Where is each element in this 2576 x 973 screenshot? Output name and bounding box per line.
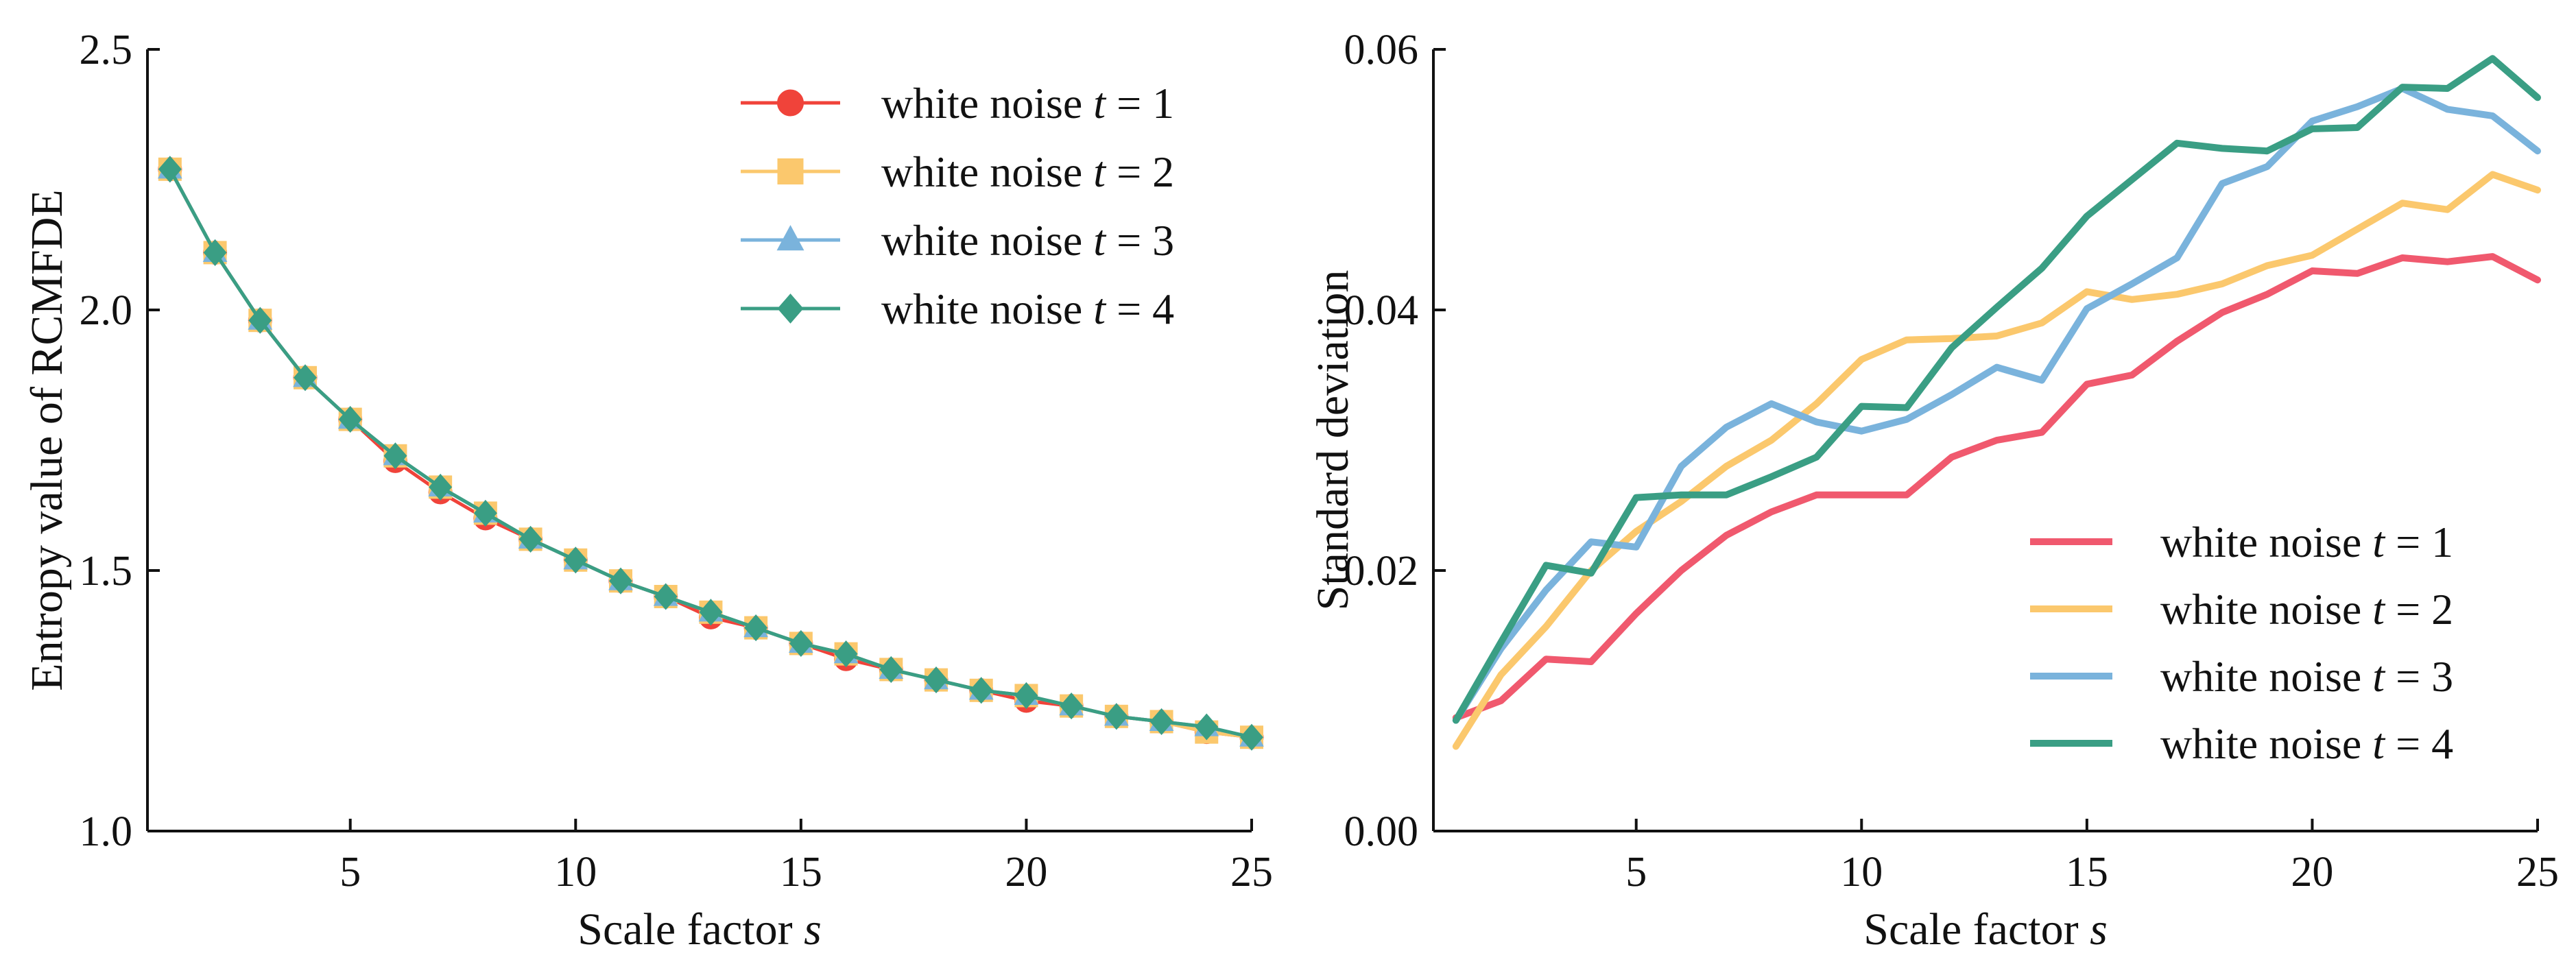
std-deviation-chart: 5 10 15 20 25 0.00 0.02 0.04 0.06 Scale factor s S…	[1308, 27, 2559, 954]
legend-item: white noise t = 3	[741, 216, 1174, 265]
series-4-point	[429, 473, 453, 501]
y-tick-label: 0.00	[1344, 808, 1419, 855]
y-tick-label: 2.0	[80, 287, 133, 334]
legend-item: white noise t = 4	[2030, 719, 2453, 768]
series-2	[1452, 171, 2541, 750]
series-4-point	[609, 567, 632, 594]
series-4-point	[654, 583, 678, 610]
x-tick-label: 15	[780, 849, 822, 896]
series-4-point	[473, 499, 497, 527]
series-4-point	[338, 406, 362, 433]
x-tick-label: 10	[554, 849, 597, 896]
series-3	[1452, 85, 2541, 724]
series-4-point	[789, 629, 813, 657]
y-tick-label: 1.0	[80, 808, 133, 855]
series-2-line	[1452, 171, 2541, 750]
x-tick-label: 25	[1230, 849, 1273, 896]
x-axis-label: Scale factor s	[577, 904, 822, 954]
legend-item: white noise t = 2	[741, 147, 1174, 196]
legend-label: white noise t = 1	[881, 79, 1174, 128]
y-axis-label: Standard deviation	[1308, 270, 1358, 611]
legend-marker	[777, 158, 804, 184]
legend-label: white noise t = 2	[2160, 585, 2453, 634]
series-4-point	[383, 442, 407, 470]
series-4-point	[1149, 708, 1173, 735]
y-tick-label: 0.02	[1344, 548, 1419, 594]
x-tick-label: 10	[1840, 849, 1883, 896]
x-tick-label: 5	[339, 849, 361, 896]
x-tick-label: 20	[2291, 849, 2333, 896]
series-1	[1452, 253, 2541, 721]
legend-label: white noise t = 2	[881, 147, 1174, 196]
series-4-line	[1452, 55, 2541, 724]
legend-label: white noise t = 4	[881, 285, 1174, 333]
series-4-point	[518, 525, 542, 553]
series-4-point	[158, 156, 182, 183]
series-4-point	[1104, 703, 1128, 730]
series-4-point	[1014, 682, 1038, 709]
series-4	[1452, 55, 2541, 724]
x-axis-label: Scale factor s	[1863, 904, 2108, 954]
series-4-point	[294, 364, 317, 392]
series-4-point	[1240, 723, 1263, 751]
series-4-point	[969, 677, 993, 704]
legend-item: white noise t = 2	[2030, 585, 2453, 634]
y-axis-label: Entropy value of RCMFDE	[22, 189, 72, 690]
legend: white noise t = 1 white noise t = 2 white …	[741, 79, 1174, 333]
series-4-point	[1060, 693, 1084, 720]
entropy-chart: 5 10 15 20 25 1.0 1.5 2.0 2.5 Scale factor s Entro…	[22, 27, 1273, 954]
legend-item: white noise t = 4	[741, 285, 1174, 333]
y-tick-label: 2.5	[80, 27, 133, 73]
legend-marker	[777, 293, 804, 324]
series-4-point	[925, 666, 948, 694]
legend-label: white noise t = 3	[2160, 652, 2453, 701]
legend-item: white noise t = 3	[2030, 652, 2453, 701]
series-4-point	[834, 640, 858, 668]
legend-item: white noise t = 1	[741, 79, 1174, 128]
series-4	[158, 156, 1263, 751]
x-tick-label: 5	[1625, 849, 1647, 896]
y-tick-label: 0.04	[1344, 287, 1419, 334]
legend-label: white noise t = 4	[2160, 719, 2453, 768]
x-tick-label: 25	[2516, 849, 2559, 896]
series-4-point	[1195, 713, 1219, 741]
series-4-point	[564, 546, 588, 574]
y-tick-label: 1.5	[80, 548, 133, 594]
x-tick-label: 15	[2066, 849, 2108, 896]
series-4-point	[248, 307, 272, 334]
legend-item: white noise t = 1	[2030, 518, 2453, 566]
series-4-point	[744, 614, 768, 642]
series-4-point	[203, 239, 227, 266]
legend: white noise t = 1 white noise t = 2 white …	[2030, 518, 2453, 768]
legend-marker	[776, 225, 804, 251]
series-1-line	[1452, 253, 2541, 721]
legend-label: white noise t = 3	[881, 216, 1174, 265]
series-3-line	[1452, 85, 2541, 724]
legend-label: white noise t = 1	[2160, 518, 2453, 566]
series-4-point	[699, 599, 723, 626]
legend-marker	[777, 89, 804, 117]
series-4-point	[879, 656, 903, 683]
x-tick-label: 20	[1005, 849, 1047, 896]
y-tick-label: 0.06	[1344, 27, 1419, 73]
